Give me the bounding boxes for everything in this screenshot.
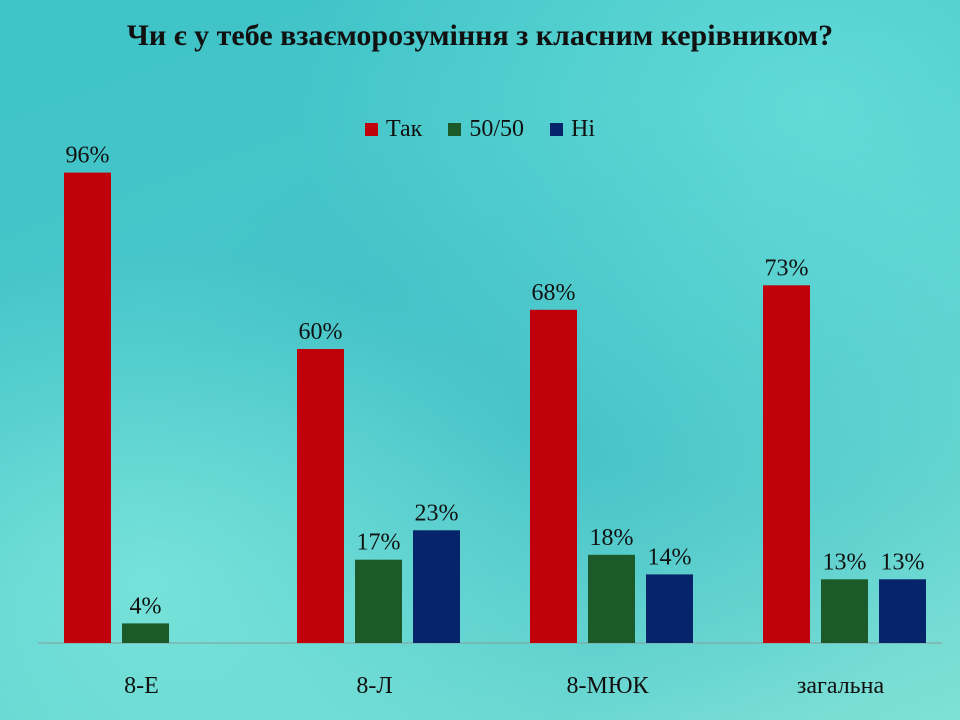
bar-1-1 (355, 559, 402, 643)
category-label-3: загальна (797, 673, 885, 699)
data-label-2-2: 14% (648, 544, 692, 570)
bar-3-0 (763, 285, 810, 643)
chart-title: Чи є у тебе взаєморозуміння з класним ке… (126, 19, 834, 52)
legend-label-no: Ні (571, 116, 596, 142)
legend: Так 50/50 Ні (0, 116, 960, 143)
legend-swatch-neutral (448, 123, 462, 136)
legend-label-neutral: 50/50 (469, 116, 525, 142)
data-label-3-1: 13% (823, 549, 867, 575)
data-label-3-0: 73% (765, 255, 809, 281)
bar-3-2 (879, 579, 926, 643)
category-label-1: 8-Л (356, 673, 392, 699)
bar-2-0 (530, 309, 577, 643)
legend-item-neutral: 50/50 (448, 116, 524, 143)
legend-swatch-yes (364, 123, 378, 136)
data-label-1-1: 17% (357, 530, 401, 556)
data-label-2-1: 18% (590, 525, 634, 551)
data-label-1-0: 60% (299, 319, 343, 345)
legend-swatch-no (550, 123, 564, 136)
bar-3-1 (821, 579, 868, 643)
bar-0-1 (122, 623, 169, 643)
data-label-3-2: 13% (881, 549, 925, 575)
data-label-2-0: 68% (532, 280, 576, 306)
bar-0-0 (64, 172, 111, 643)
bar-1-2 (413, 530, 460, 643)
legend-label-yes: Так (385, 116, 423, 142)
bar-2-2 (646, 574, 693, 643)
data-label-1-2: 23% (415, 500, 459, 526)
category-label-0: 8-Е (124, 673, 159, 699)
legend-item-no: Ні (550, 116, 595, 143)
category-label-2: 8-МЮК (566, 673, 649, 699)
data-label-0-0: 96% (66, 143, 110, 169)
legend-item-yes: Так (364, 116, 423, 143)
bar-1-0 (297, 349, 344, 643)
bar-2-1 (588, 554, 635, 643)
data-label-0-1: 4% (130, 593, 162, 619)
